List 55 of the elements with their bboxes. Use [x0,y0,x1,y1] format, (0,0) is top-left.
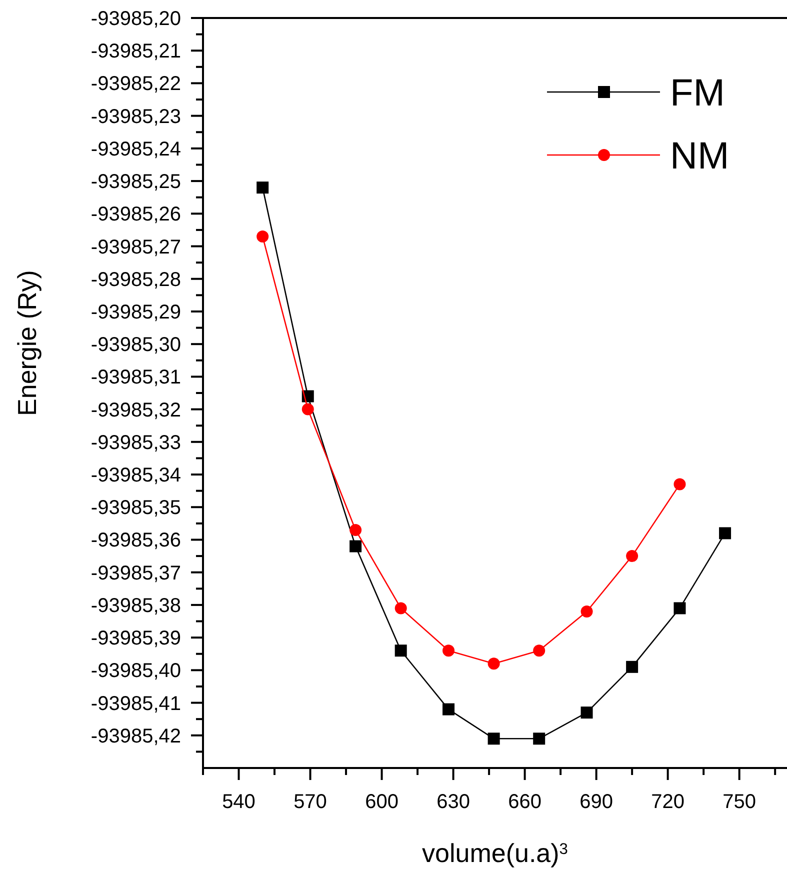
legend-label: FM [670,72,725,114]
y-tick-label: -93985,42 [90,725,181,748]
point [674,602,686,614]
y-tick-label: -93985,39 [90,628,181,650]
point [626,550,638,562]
y-tick-label: -93985,23 [90,106,181,128]
y-tick-label: -93985,30 [90,334,181,356]
point [394,644,407,657]
y-tick-label: -93985,37 [90,562,181,584]
point [626,660,638,673]
y-tick-label: -93985,24 [90,138,181,160]
x-axis-title: volume(u.a)$^{3}$ [422,838,568,868]
y-tick-label: -93985,20 [90,8,181,30]
point [350,540,362,552]
legend-label: NM [670,135,730,178]
y-tick-label: -93985,34 [90,464,181,487]
y-tick-label: -93985,21 [90,40,181,63]
x-tick-label: 540 [222,791,256,813]
y-tick-label: -93985,41 [90,692,181,715]
x-tick-label: 600 [365,791,398,813]
point [674,478,686,490]
y-tick-label: -93985,27 [90,236,181,258]
point [350,524,362,536]
point [488,658,500,670]
point [719,527,732,540]
y-tick-label: -93985,28 [90,268,181,291]
point [488,732,500,745]
x-tick-label: 570 [294,791,327,813]
point [533,644,546,657]
x-tick-label: 660 [508,791,542,813]
y-tick-label: -93985,26 [90,204,181,226]
x-tick-label: 630 [436,791,470,813]
x-tick-label: 750 [722,791,756,813]
y-tick-label: -93985,31 [90,366,181,389]
y-tick-label: -93985,22 [90,73,181,96]
point [256,182,269,194]
point [442,644,455,657]
y-tick-label: -93985,35 [90,497,181,520]
y-tick-label: -93985,33 [90,432,181,454]
y-tick-label: -93985,29 [90,301,181,324]
point [256,230,269,242]
point [302,403,314,416]
y-tick-label: -93985,40 [90,660,181,682]
y-axis-title: Energie (Ry) [12,270,42,416]
point [580,605,593,618]
y-tick-label: -93985,32 [90,399,181,422]
point [394,602,407,614]
x-tick-label: 720 [651,791,685,813]
x-tick-label: 690 [580,791,613,813]
y-tick-label: -93985,38 [90,594,181,617]
point [533,732,546,745]
point [442,703,455,716]
y-tick-label: -93985,25 [90,171,181,194]
point [580,706,593,719]
y-tick-label: -93985,36 [90,530,181,552]
